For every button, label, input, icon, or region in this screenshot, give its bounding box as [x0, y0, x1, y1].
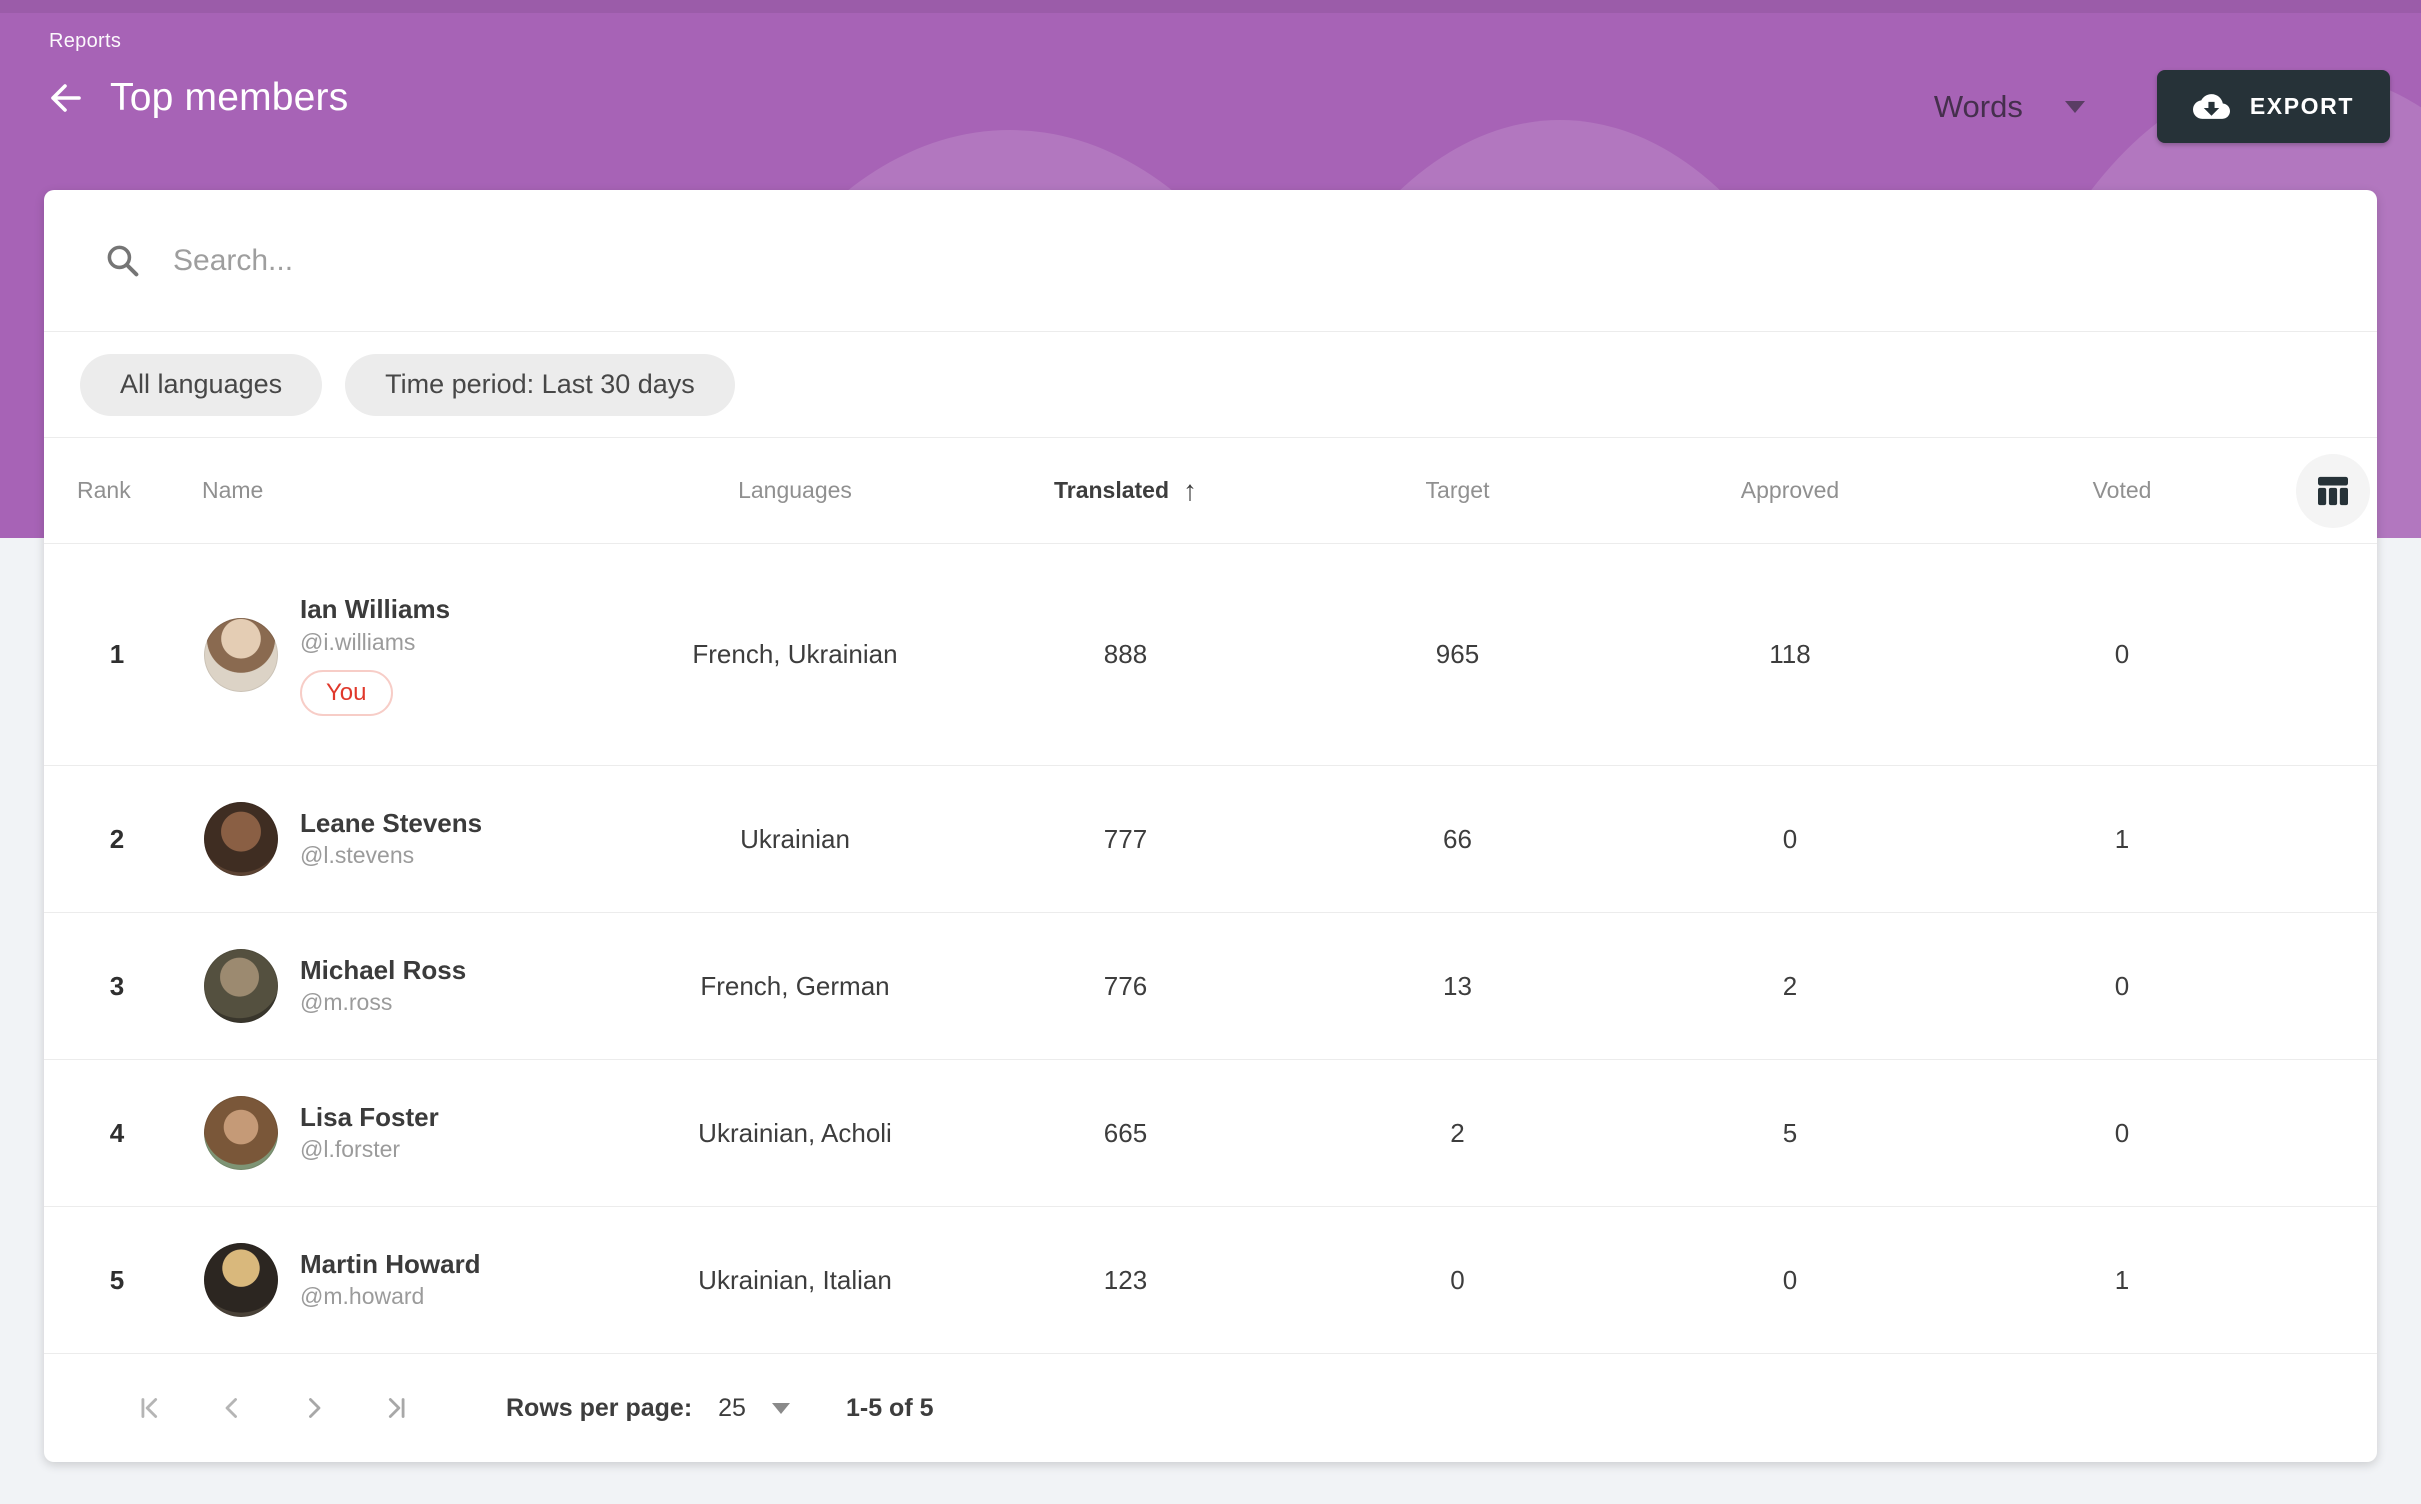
first-page-button[interactable]	[132, 1390, 168, 1426]
translated-cell: 777	[1103, 823, 1148, 854]
column-header-target[interactable]: Target	[1425, 477, 1490, 503]
languages-cell: French, German	[700, 970, 890, 1001]
languages-cell: Ukrainian, Italian	[698, 1264, 892, 1295]
avatar	[204, 1096, 278, 1170]
filter-chip-languages[interactable]: All languages	[80, 353, 323, 416]
back-arrow-icon	[51, 84, 81, 112]
member-username: @m.ross	[300, 989, 393, 1016]
member-username: @l.stevens	[300, 842, 415, 869]
pagination: Rows per page: 25 1-5 of 5	[44, 1354, 2377, 1462]
member-username: @m.howard	[300, 1283, 425, 1310]
breadcrumb[interactable]: Reports	[49, 30, 122, 52]
avatar	[204, 802, 278, 876]
voted-cell: 1	[2114, 823, 2130, 854]
rank-cell: 3	[109, 970, 125, 1001]
voted-cell: 1	[2114, 1264, 2130, 1295]
approved-cell: 0	[1782, 823, 1798, 854]
member-name: Michael Ross	[300, 954, 467, 985]
sort-ascending-icon: ↑	[1183, 474, 1198, 506]
table-row[interactable]: 2 Leane Stevens @l.stevens Ukrainian 777…	[44, 766, 2377, 913]
target-cell: 965	[1435, 639, 1480, 669]
filter-chip-time-period[interactable]: Time period: Last 30 days	[345, 353, 735, 416]
chevron-down-icon	[771, 1402, 790, 1414]
last-page-icon	[388, 1398, 405, 1418]
unit-dropdown-value: Words	[1933, 88, 2023, 124]
avatar	[204, 949, 278, 1023]
export-button[interactable]: EXPORT	[2156, 70, 2390, 143]
rank-cell: 4	[109, 1117, 125, 1148]
languages-cell: Ukrainian	[740, 823, 850, 854]
languages-cell: Ukrainian, Acholi	[698, 1117, 892, 1148]
column-settings-button[interactable]	[2295, 453, 2370, 528]
avatar	[204, 1243, 278, 1317]
table-row[interactable]: 3 Michael Ross @m.ross French, German 77…	[44, 913, 2377, 1060]
rank-cell: 1	[109, 639, 125, 669]
translated-cell: 123	[1103, 1264, 1148, 1295]
rank-cell: 2	[109, 823, 125, 854]
back-button[interactable]	[40, 74, 88, 122]
target-cell: 66	[1443, 823, 1472, 854]
last-page-button[interactable]	[378, 1390, 414, 1426]
translated-cell: 665	[1103, 1117, 1148, 1148]
search-icon	[107, 245, 139, 277]
first-page-icon	[141, 1398, 158, 1418]
next-page-button[interactable]	[296, 1390, 332, 1426]
chevron-down-icon	[2064, 100, 2085, 113]
approved-cell: 2	[1782, 970, 1798, 1001]
search-bar	[44, 190, 2377, 332]
search-input[interactable]	[173, 243, 2317, 278]
column-header-translated-label: Translated	[1053, 477, 1170, 503]
cloud-download-icon	[2192, 94, 2230, 119]
column-header-rank: Rank	[77, 477, 131, 503]
column-header-name[interactable]: Name	[202, 477, 264, 503]
member-name: Lisa Foster	[300, 1101, 439, 1132]
approved-cell: 5	[1782, 1117, 1798, 1148]
table-row[interactable]: 1 Ian Williams @i.williams You French, U…	[44, 544, 2377, 766]
rows-per-page-value: 25	[718, 1393, 746, 1422]
table-header: Rank Name Languages Translated ↑ Target …	[44, 438, 2377, 544]
target-cell: 0	[1450, 1264, 1465, 1295]
filter-bar: All languages Time period: Last 30 days	[44, 332, 2377, 438]
translated-cell: 888	[1103, 639, 1148, 669]
approved-cell: 0	[1782, 1264, 1798, 1295]
translated-cell: 776	[1103, 970, 1148, 1001]
target-cell: 13	[1443, 970, 1472, 1001]
voted-cell: 0	[2114, 970, 2130, 1001]
you-badge: You	[300, 669, 393, 716]
column-header-translated[interactable]: Translated ↑	[960, 475, 1291, 507]
export-button-label: EXPORT	[2249, 93, 2354, 119]
page-range: 1-5 of 5	[845, 1393, 934, 1422]
member-name: Martin Howard	[300, 1248, 481, 1279]
table-columns-icon	[2317, 476, 2348, 505]
table-row[interactable]: 4 Lisa Foster @l.forster Ukrainian, Acho…	[44, 1060, 2377, 1207]
languages-cell: French, Ukrainian	[692, 639, 898, 669]
chevron-right-icon	[309, 1398, 321, 1418]
rows-per-page-label: Rows per page:	[506, 1393, 693, 1422]
voted-cell: 0	[2114, 1117, 2130, 1148]
avatar	[204, 617, 278, 692]
report-card: All languages Time period: Last 30 days …	[44, 190, 2377, 1462]
member-username: @l.forster	[300, 1136, 401, 1163]
previous-page-button[interactable]	[214, 1390, 250, 1426]
rows-per-page-select[interactable]: 25	[718, 1394, 790, 1423]
column-header-approved[interactable]: Approved	[1740, 477, 1840, 503]
column-header-voted[interactable]: Voted	[2092, 477, 2152, 503]
target-cell: 2	[1450, 1117, 1465, 1148]
page-header: Reports Top members Words EXPORT	[0, 0, 2421, 538]
member-name: Leane Stevens	[300, 807, 483, 838]
rank-cell: 5	[109, 1264, 125, 1295]
chevron-left-icon	[225, 1398, 237, 1418]
unit-dropdown[interactable]: Words	[1934, 89, 2085, 125]
page-title: Top members	[110, 76, 349, 119]
voted-cell: 0	[2114, 639, 2130, 669]
member-username: @i.williams	[300, 628, 416, 655]
member-name: Ian Williams	[300, 594, 451, 625]
column-header-languages[interactable]: Languages	[738, 477, 852, 503]
table-row[interactable]: 5 Martin Howard @m.howard Ukrainian, Ita…	[44, 1207, 2377, 1354]
approved-cell: 118	[1769, 639, 1811, 669]
